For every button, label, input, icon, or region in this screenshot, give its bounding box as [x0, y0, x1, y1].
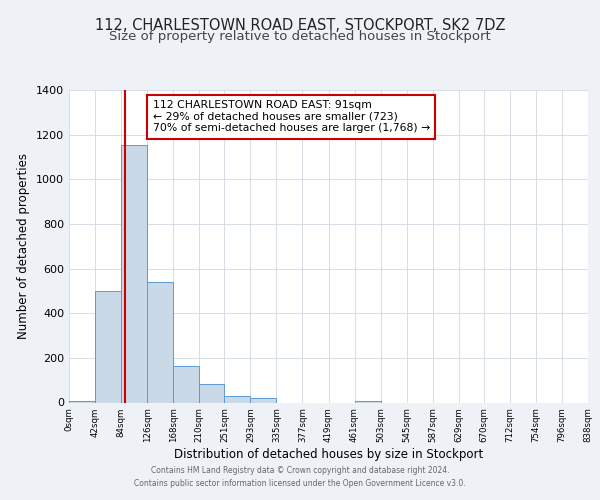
Text: 112, CHARLESTOWN ROAD EAST, STOCKPORT, SK2 7DZ: 112, CHARLESTOWN ROAD EAST, STOCKPORT, S…	[95, 18, 505, 32]
Text: Contains HM Land Registry data © Crown copyright and database right 2024.: Contains HM Land Registry data © Crown c…	[151, 466, 449, 475]
X-axis label: Distribution of detached houses by size in Stockport: Distribution of detached houses by size …	[174, 448, 483, 461]
Bar	[95, 291, 121, 403]
Bar	[173, 366, 199, 403]
Bar	[121, 144, 147, 402]
Bar	[224, 396, 250, 402]
Y-axis label: Number of detached properties: Number of detached properties	[17, 153, 31, 339]
Bar	[250, 398, 277, 402]
Bar	[147, 282, 173, 403]
Bar	[199, 384, 224, 402]
Text: Size of property relative to detached houses in Stockport: Size of property relative to detached ho…	[109, 30, 491, 43]
Text: Contains public sector information licensed under the Open Government Licence v3: Contains public sector information licen…	[134, 478, 466, 488]
Text: 112 CHARLESTOWN ROAD EAST: 91sqm
← 29% of detached houses are smaller (723)
70% : 112 CHARLESTOWN ROAD EAST: 91sqm ← 29% o…	[152, 100, 430, 133]
